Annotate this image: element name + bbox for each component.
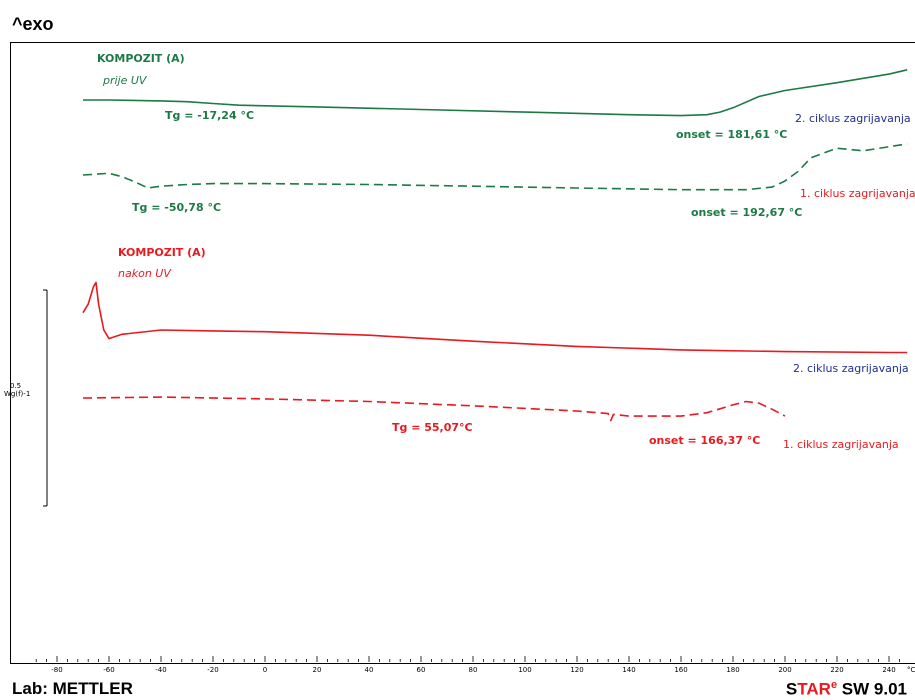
software-tar: TAR [797, 679, 831, 699]
x-tick-label: 40 [365, 666, 374, 674]
x-tick-label: 220 [830, 666, 843, 674]
series-label-before-uv-cycle2: 2. ciklus zagrijavanja [795, 112, 911, 125]
group-title-before-uv: KOMPOZIT (A) [97, 52, 185, 65]
x-tick-label: 200 [778, 666, 791, 674]
annotation-onset-before-uv-cycle2: onset = 181,61 °C [676, 128, 788, 141]
x-tick-label: -60 [103, 666, 114, 674]
software-version-label: STARe SW 9.01 [786, 679, 907, 700]
series-curve-0 [83, 69, 908, 117]
series-label-before-uv-cycle1: 1. ciklus zagrijavanja [800, 187, 915, 200]
annotation-onset-before-uv-cycle1: onset = 192,67 °C [691, 206, 803, 219]
annotation-tg-before-uv-cycle1: Tg = -50,78 °C [132, 201, 222, 214]
x-unit-label: °C [907, 666, 915, 674]
x-tick-label: -20 [207, 666, 218, 674]
group-title-after-uv: KOMPOZIT (A) [118, 246, 206, 259]
software-suffix: SW 9.01 [837, 679, 907, 699]
x-tick-label: 0 [263, 666, 267, 674]
x-tick-label: -40 [155, 666, 166, 674]
plot-frame [10, 42, 915, 664]
x-tick-label: 100 [518, 666, 531, 674]
curves [82, 69, 908, 422]
scale-bar-unit: Wg(f)-1 [4, 390, 31, 398]
series-label-after-uv-cycle1: 1. ciklus zagrijavanja [783, 438, 899, 451]
software-sup: e [830, 679, 838, 691]
software-prefix: S [785, 679, 798, 699]
scale-bar-label: 0.5 Wg(f)-1 [4, 382, 30, 398]
series-curve-1 [82, 143, 908, 191]
series-label-after-uv-cycle2: 2. ciklus zagrijavanja [793, 362, 909, 375]
x-tick-label: 80 [469, 666, 478, 674]
scale-bar [43, 289, 48, 507]
x-tick-label: 120 [570, 666, 583, 674]
x-axis-ticks: -80 -60 -40 -20 0 20 40 60 80 100 120 140 160 180 200 2… [35, 656, 915, 674]
scale-bar-value: 0.5 [10, 382, 22, 390]
group-subtitle-after-uv: nakon UV [118, 267, 171, 280]
series-curve-3 [82, 396, 786, 422]
x-tick-label: 140 [622, 666, 635, 674]
annotation-tg-before-uv-cycle2: Tg = -17,24 °C [165, 109, 255, 122]
x-tick-label: 20 [313, 666, 322, 674]
series-curve-2 [82, 281, 908, 354]
annotation-tg-after-uv-cycle1: Tg = 55,07°C [392, 421, 473, 434]
exo-label: ^exo [12, 14, 54, 34]
lab-label: Lab: METTLER [12, 679, 133, 698]
group-subtitle-before-uv: prije UV [103, 74, 147, 87]
x-tick-label: 180 [726, 666, 739, 674]
x-tick-label: 160 [674, 666, 687, 674]
annotation-onset-after-uv-cycle1: onset = 166,37 °C [649, 434, 761, 447]
x-tick-label: -80 [51, 666, 62, 674]
x-tick-label: 60 [417, 666, 426, 674]
x-tick-label: 240 [882, 666, 895, 674]
